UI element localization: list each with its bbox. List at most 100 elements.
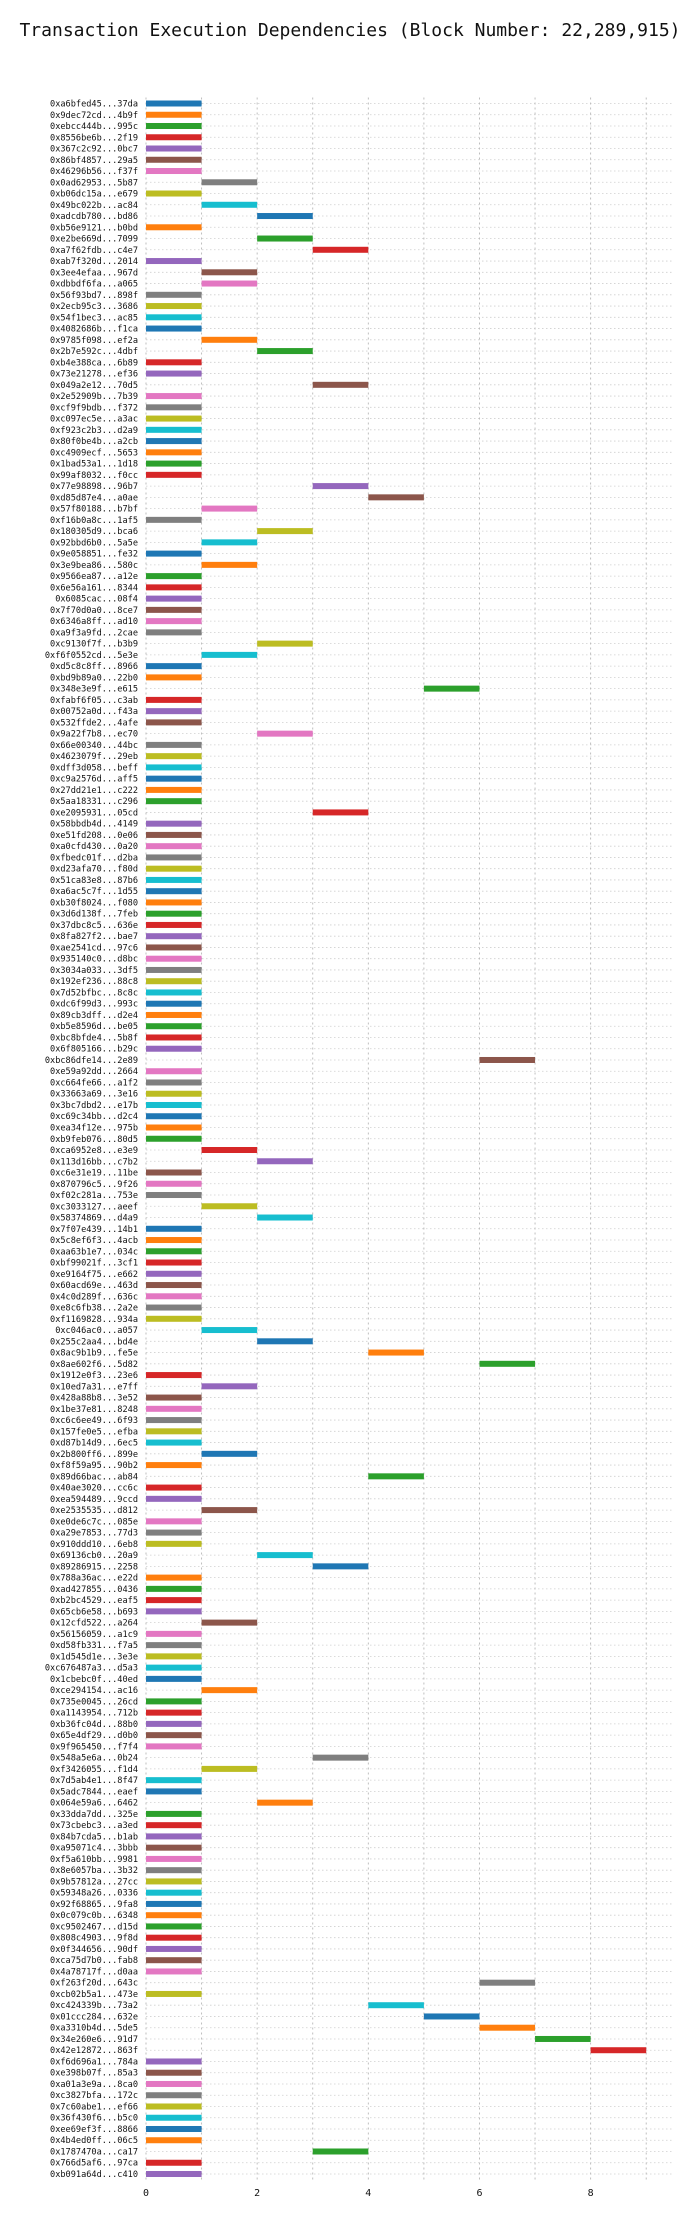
bar — [146, 764, 202, 771]
bar — [146, 1495, 202, 1502]
bar — [146, 606, 202, 613]
bar — [146, 1585, 202, 1592]
y-tick-label: 0x77e98898...96b7 — [50, 482, 138, 492]
y-tick-label: 0xc097ec5e...a3ac — [50, 415, 138, 425]
bar — [146, 100, 202, 107]
bar — [146, 1293, 202, 1300]
bar — [257, 213, 313, 220]
y-tick-label: 0x46296b56...f37f — [50, 167, 138, 177]
bar — [201, 651, 258, 658]
y-tick-label: 0x84b7cda5...b1ab — [50, 1832, 138, 1842]
y-tick-label: 0x1be37e81...8248 — [50, 1405, 138, 1415]
y-tick-label: 0x56156059...a1c9 — [50, 1630, 138, 1640]
bar — [146, 460, 202, 467]
y-tick-label: 0x3d6d138f...7feb — [50, 910, 138, 920]
y-tick-label: 0x80f0be4b...a2cb — [50, 437, 138, 447]
bar — [146, 1990, 202, 1997]
y-tick-label: 0xf923c2b3...d2a9 — [50, 426, 138, 436]
bar — [312, 1754, 369, 1761]
bar — [146, 584, 202, 591]
y-tick-label: 0x01ccc284...632e — [50, 2012, 138, 2022]
y-tick-label: 0x9dec72cd...4b9f — [50, 111, 138, 121]
bar — [146, 370, 202, 377]
bar — [257, 1158, 313, 1165]
y-tick-label: 0x40ae3020...cc6c — [50, 1484, 138, 1494]
y-tick-label: 0xc9130f7f...b3b9 — [50, 640, 138, 650]
y-tick-label: 0x735e0045...26cd — [50, 1697, 138, 1707]
y-tick-label: 0x6e56a161...8344 — [50, 583, 138, 593]
bar — [146, 865, 202, 872]
y-tick-label: 0x33663a69...3e16 — [50, 1090, 138, 1100]
y-tick-label: 0xc046ac0...a057 — [55, 1326, 138, 1336]
bar — [146, 708, 202, 715]
bar — [257, 730, 313, 737]
y-tick-label: 0x89d66bac...ab84 — [50, 1472, 138, 1482]
bar — [146, 978, 202, 985]
bar — [146, 573, 202, 580]
y-tick-label: 0x0ad62953...5b87 — [50, 178, 138, 188]
y-tick-label: 0x8fa827f2...bae7 — [50, 932, 138, 942]
y-tick-label: 0xc3033127...aeef — [50, 1202, 138, 1212]
bar — [368, 494, 424, 501]
bar — [146, 1439, 202, 1446]
bar — [146, 1574, 202, 1581]
y-tick-label: 0x6085cac...08f4 — [55, 595, 138, 605]
bar — [201, 201, 258, 208]
y-tick-label: 0xaa63b1e7...034c — [50, 1247, 138, 1257]
bar — [146, 1113, 202, 1120]
y-tick-label: 0x65cb6e58...b693 — [50, 1607, 138, 1617]
y-tick-label: 0x4a78717f...d0aa — [50, 1967, 138, 1977]
bar — [146, 831, 202, 838]
y-tick-label: 0xe51fd208...0e06 — [50, 831, 138, 841]
bar — [146, 1743, 202, 1750]
bar — [146, 1079, 202, 1086]
x-tick-label: 6 — [476, 2188, 482, 2199]
bar — [146, 1248, 202, 1255]
y-tick-label: 0x58374869...d4a9 — [50, 1214, 138, 1224]
y-tick-label: 0xab7f320d...2014 — [50, 257, 138, 267]
y-tick-label: 0x89cb3dff...d2e4 — [50, 1011, 138, 1021]
bar — [479, 2024, 536, 2031]
bar — [146, 145, 202, 152]
bar — [146, 2125, 202, 2132]
bar — [146, 1732, 202, 1739]
bar — [146, 876, 202, 883]
bar — [146, 1090, 202, 1097]
y-tick-label: 0x59348a26...0336 — [50, 1889, 138, 1899]
y-tick-label: 0x1bad53a1...1d18 — [50, 460, 138, 470]
y-tick-label: 0x27dd21e1...c222 — [50, 786, 138, 796]
bar — [590, 2047, 647, 2054]
bar — [146, 134, 202, 141]
y-tick-label: 0xca75d7b0...fab8 — [50, 1956, 138, 1966]
y-tick-label: 0x2e52909b...7b39 — [50, 392, 138, 402]
bar — [146, 1124, 202, 1131]
bar — [312, 1563, 369, 1570]
y-tick-label: 0xa01a3e9a...8ca0 — [50, 2080, 138, 2090]
y-tick-label: 0xc6c6ee49...6f93 — [50, 1416, 138, 1426]
y-tick-label: 0xf8f59a95...90b2 — [50, 1461, 138, 1471]
bar — [146, 111, 202, 118]
bar — [146, 2080, 202, 2087]
y-tick-label: 0x935140c0...d8bc — [50, 955, 138, 965]
bar — [423, 2013, 480, 2020]
y-tick-label: 0xf3426055...f1d4 — [50, 1765, 138, 1775]
y-tick-label: 0xa6bfed45...37da — [50, 100, 138, 110]
bar — [146, 1428, 202, 1435]
bar — [312, 381, 369, 388]
bar — [146, 1945, 202, 1952]
y-tick-label: 0xfbedc01f...d2ba — [50, 853, 138, 863]
y-tick-label: 0x808c4903...9f8d — [50, 1934, 138, 1944]
bar — [146, 1653, 202, 1660]
bar — [146, 820, 202, 827]
y-tick-label: 0x65e4df29...d0b0 — [50, 1731, 138, 1741]
y-tick-label: 0xe8c6fb38...2a2e — [50, 1304, 138, 1314]
y-tick-label: 0xd87b14d9...6ec5 — [50, 1439, 138, 1449]
bar — [146, 921, 202, 928]
bar — [146, 1282, 202, 1289]
y-tick-label: 0x8e6057ba...3b32 — [50, 1866, 138, 1876]
bar — [201, 561, 258, 568]
bar — [146, 663, 202, 670]
bar — [146, 404, 202, 411]
bar — [257, 1799, 313, 1806]
bar — [257, 1338, 313, 1345]
